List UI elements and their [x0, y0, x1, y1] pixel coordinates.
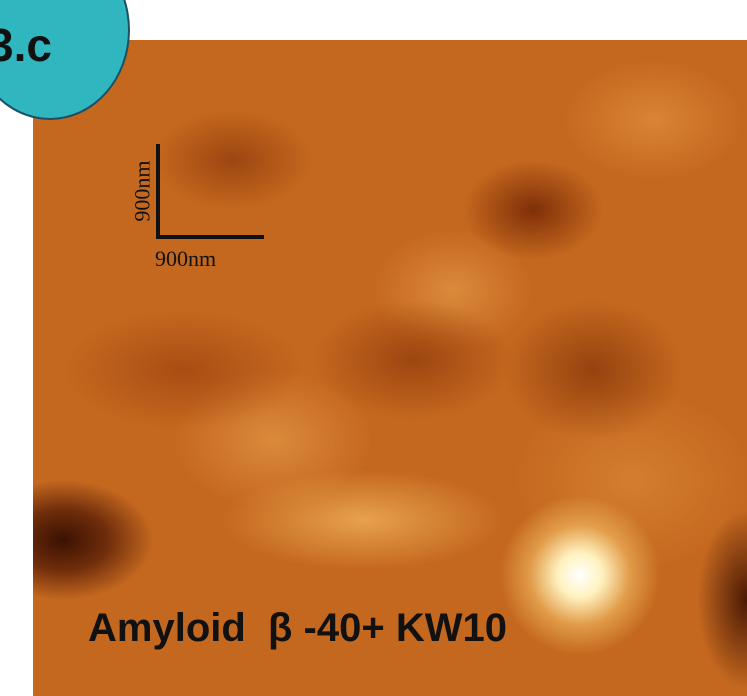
figure-label: 3.c [0, 18, 52, 72]
page: {"figure_label": "3.c", "scale_bar": {"v… [0, 0, 747, 696]
scale-label-horizontal: 900nm [155, 246, 216, 272]
scale-bar-horizontal [156, 235, 264, 239]
caption: Amyloid β -40+ KW10 [88, 606, 507, 651]
scale-bar-vertical [156, 144, 160, 239]
afm-image [33, 40, 747, 696]
scale-label-vertical: 900nm [130, 160, 156, 221]
